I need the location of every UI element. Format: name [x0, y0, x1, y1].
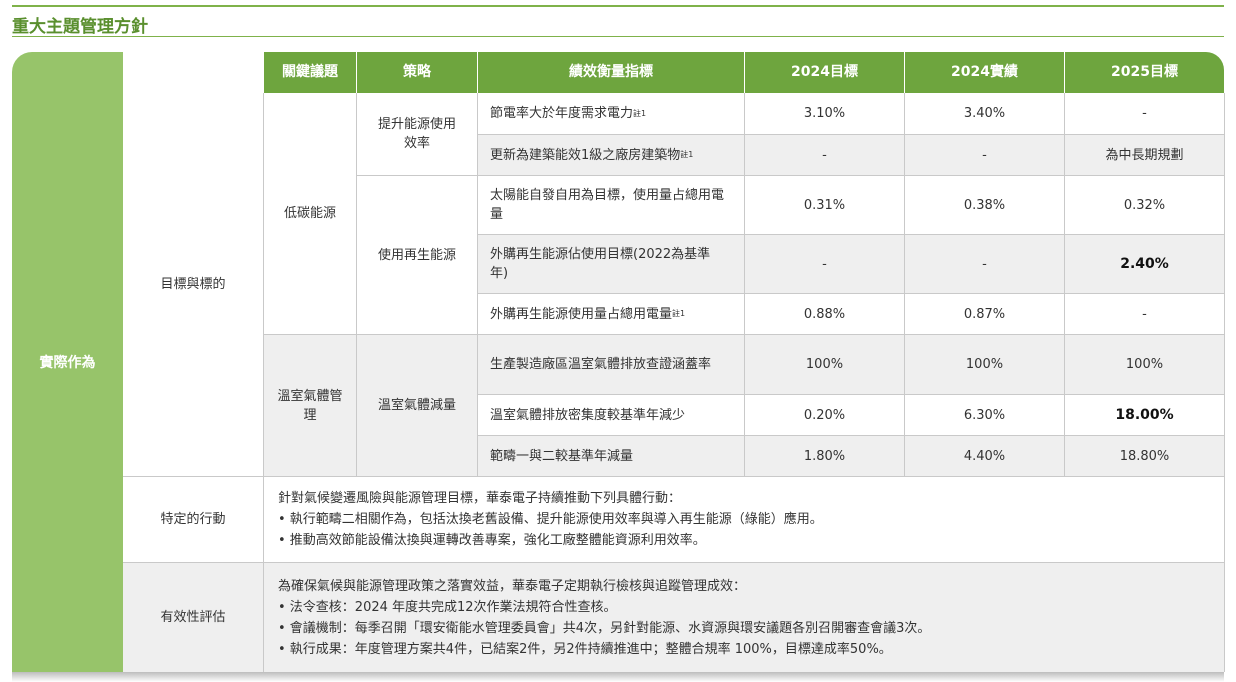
header-indicator: 績效衡量指標 — [478, 52, 744, 93]
grid-line — [478, 394, 1225, 395]
side-label: 實際作為 — [39, 355, 96, 371]
specific-actions-label: 特定的行動 — [123, 477, 263, 562]
value-2024-actual: 6.30% — [905, 395, 1064, 435]
indicator-cell: 溫室氣體排放密集度較基準年減少 — [478, 395, 744, 435]
value-2025-target: - — [1065, 294, 1224, 334]
topic-low-carbon: 低碳能源 — [264, 93, 356, 334]
grid-line — [357, 175, 1225, 176]
indicator-cell: 範疇一與二較基準年減量 — [478, 436, 744, 476]
top-rule — [12, 5, 1224, 7]
value-2025-target: 18.00% — [1065, 395, 1224, 435]
grid-line — [478, 293, 1225, 294]
value-2025-target: 為中長期規劃 — [1065, 135, 1224, 175]
effectiveness-intro: 為確保氣候與能源管理政策之落實效益，華泰電子定期執行檢核與追蹤管理成效： — [278, 578, 747, 594]
grid-line — [1224, 93, 1225, 672]
header-2024-actual: 2024實績 — [905, 52, 1064, 93]
grid-line — [123, 562, 1225, 563]
effectiveness-bullet: • 法令查核：2024 年度共完成12次作業法規符合性查核。 — [278, 599, 617, 615]
value-2025-target: 100% — [1065, 335, 1224, 394]
value-2024-actual: 0.87% — [905, 294, 1064, 334]
value-2025-target: 2.40% — [1065, 235, 1224, 293]
grid-line — [478, 234, 1225, 235]
header-2024-target: 2024目標 — [745, 52, 904, 93]
grid-line — [123, 476, 1225, 477]
value-2024-actual: 100% — [905, 335, 1064, 394]
value-2024-actual: - — [905, 135, 1064, 175]
grid-line — [263, 93, 264, 672]
strategy-renewable: 使用再生能源 — [357, 176, 477, 334]
value-2025-target: 18.80% — [1065, 436, 1224, 476]
indicator-cell: 外購再生能源使用量占總用電量 註1 — [478, 294, 744, 334]
indicator-cell: 外購再生能源佔使用目標(2022為基準年) — [478, 235, 744, 293]
value-2024-target: - — [745, 235, 904, 293]
effectiveness-bullet: • 執行成果：年度管理方案共4件，已結案2件，另2件持續推進中；整體合規率 10… — [278, 641, 892, 657]
value-2024-actual: 3.40% — [905, 93, 1064, 134]
value-2024-target: 1.80% — [745, 436, 904, 476]
specific-actions-content: 針對氣候變遷風險與能源管理目標，華泰電子持續推動下列具體行動： • 執行範疇二相… — [264, 477, 1224, 562]
value-2024-target: 0.88% — [745, 294, 904, 334]
value-2024-target: 100% — [745, 335, 904, 394]
header-topic: 關鍵議題 — [264, 52, 356, 93]
value-2024-actual: 0.38% — [905, 176, 1064, 234]
section-label: 目標與標的 — [123, 93, 263, 476]
grid-line — [1064, 93, 1065, 477]
value-2024-target: 0.31% — [745, 176, 904, 234]
effectiveness-label: 有效性評估 — [123, 563, 263, 672]
page-title: 重大主題管理方針 — [12, 17, 148, 37]
strategy-ghg-reduction: 溫室氣體減量 — [357, 335, 477, 476]
title-rule — [12, 36, 1224, 37]
effectiveness-bullet: • 會議機制：每季召開「環安衛能水管理委員會」共4次，另針對能源、水資源與環安議… — [278, 620, 931, 636]
grid-line — [477, 93, 478, 477]
value-2024-target: 3.10% — [745, 93, 904, 134]
value-2025-target: - — [1065, 93, 1224, 134]
specific-actions-bullet: • 推動高效節能設備汰換與運轉改善專案，強化工廠整體能資源利用效率。 — [278, 533, 706, 548]
effectiveness-content: 為確保氣候與能源管理政策之落實效益，華泰電子定期執行檢核與追蹤管理成效： • 法… — [264, 563, 1224, 672]
header-strategy: 策略 — [357, 52, 477, 93]
grid-line — [264, 334, 1225, 335]
value-2025-target: 0.32% — [1065, 176, 1224, 234]
indicator-cell: 更新為建築能效1級之廠房建築物 註1 — [478, 135, 744, 175]
bottom-shadow — [12, 672, 1224, 682]
value-2024-target: - — [745, 135, 904, 175]
specific-actions-bullet: • 執行範疇二相關作為，包括汰換老舊設備、提升能源使用效率與導入再生能源（綠能）… — [278, 512, 823, 527]
grid-line — [904, 93, 905, 477]
indicator-cell: 太陽能自發自用為目標，使用量占總用電量 — [478, 176, 744, 234]
indicator-cell: 生產製造廠區溫室氣體排放查證涵蓋率 — [478, 335, 744, 394]
value-2024-actual: 4.40% — [905, 436, 1064, 476]
specific-actions-intro: 針對氣候變遷風險與能源管理目標，華泰電子持續推動下列具體行動： — [278, 491, 682, 506]
topic-ghg: 溫室氣體管理 — [264, 335, 356, 476]
grid-line — [478, 435, 1225, 436]
value-2024-target: 0.20% — [745, 395, 904, 435]
grid-line — [356, 93, 357, 477]
side-label-panel: 實際作為 — [12, 52, 123, 672]
grid-line — [744, 93, 745, 477]
indicator-cell: 節電率大於年度需求電力 註1 — [478, 93, 744, 134]
value-2024-actual: - — [905, 235, 1064, 293]
header-2025-target: 2025目標 — [1065, 52, 1224, 93]
strategy-efficiency: 提升能源使用效率 — [357, 93, 477, 175]
grid-line — [478, 134, 1225, 135]
